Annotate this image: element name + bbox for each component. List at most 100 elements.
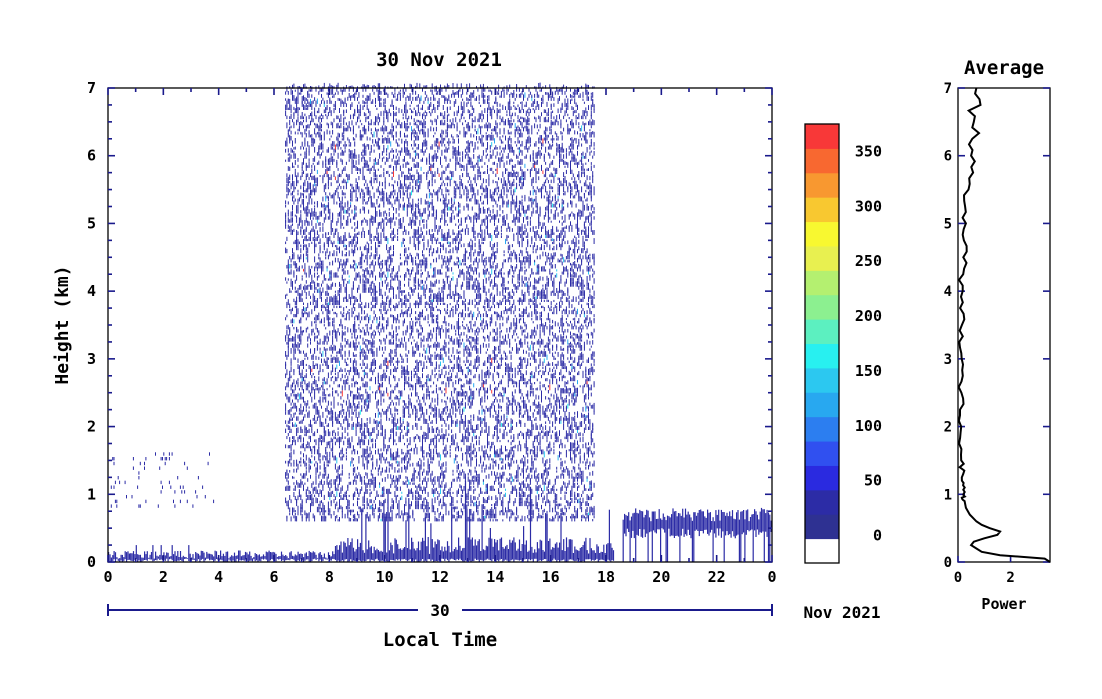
heatmap-cell <box>405 162 407 165</box>
heatmap-cell <box>304 428 306 433</box>
heatmap-cell <box>344 179 346 184</box>
heatmap-cell <box>428 332 430 339</box>
heatmap-cell <box>419 240 421 245</box>
heatmap-cell <box>285 335 287 339</box>
heatmap-cell <box>308 132 310 138</box>
heatmap-cell <box>415 443 417 449</box>
heatmap-cell <box>363 101 365 104</box>
heatmap-cell <box>326 476 328 482</box>
heatmap-cell <box>369 273 371 278</box>
heatmap-cell <box>422 314 423 318</box>
heatmap-cell <box>290 418 292 421</box>
heatmap-cell <box>391 219 393 223</box>
heatmap-cell <box>422 328 423 333</box>
heatmap-cell <box>399 353 401 357</box>
heatmap-cell <box>350 114 352 120</box>
heatmap-cell <box>354 248 356 254</box>
heatmap-cell <box>297 98 299 104</box>
heatmap-cell <box>340 119 342 123</box>
heatmap-cell <box>347 438 349 443</box>
heatmap-cell <box>322 304 324 309</box>
heatmap-cell <box>286 314 288 318</box>
heatmap-cell <box>312 513 314 519</box>
heatmap-cell <box>310 459 311 464</box>
heatmap-cell <box>323 173 325 178</box>
heatmap-cell <box>308 145 310 150</box>
heatmap-cell <box>357 488 358 494</box>
heatmap-cell <box>319 471 321 476</box>
heatmap-cell <box>354 215 356 220</box>
heatmap-cell <box>395 111 397 117</box>
heatmap-cell <box>395 302 397 309</box>
heatmap-cell <box>366 472 368 479</box>
heatmap-cell <box>319 387 321 391</box>
heatmap-cell <box>318 483 320 488</box>
heatmap-cell <box>426 499 428 504</box>
heatmap-cell <box>368 516 370 522</box>
heatmap-cell <box>393 433 394 440</box>
heatmap-cell <box>372 338 374 345</box>
heatmap-cell <box>398 226 400 229</box>
heatmap-cell <box>415 371 417 376</box>
heatmap-cell <box>375 173 376 177</box>
heatmap-cell <box>393 195 394 199</box>
heatmap-cell <box>402 231 404 235</box>
heatmap-cell <box>365 302 367 308</box>
heatmap-cell <box>332 318 334 321</box>
heatmap-cell <box>341 263 343 269</box>
heatmap-cell <box>293 106 295 110</box>
heatmap-cell <box>399 94 401 101</box>
heatmap-cell <box>339 492 340 497</box>
heatmap-cell <box>298 257 300 263</box>
heatmap-cell <box>393 431 394 436</box>
heatmap-cell <box>318 493 320 497</box>
heatmap-cell <box>424 149 426 153</box>
heatmap-cell <box>406 365 408 369</box>
heatmap-cell <box>289 437 291 443</box>
heatmap-cell <box>344 192 346 196</box>
heatmap-cell <box>370 341 372 348</box>
heatmap-cell <box>362 347 364 351</box>
heatmap-cell <box>404 260 405 266</box>
heatmap-cell <box>424 432 426 437</box>
heatmap-cell <box>301 275 303 278</box>
heatmap-cell <box>298 222 300 226</box>
heatmap-cell <box>332 442 334 449</box>
heatmap-cell <box>401 448 403 455</box>
heatmap-cell <box>319 88 321 92</box>
heatmap-cell <box>329 492 331 497</box>
heatmap-cell <box>304 353 306 357</box>
heatmap-cell <box>327 237 329 241</box>
heatmap-cell <box>428 404 430 409</box>
heatmap-cell <box>311 309 313 315</box>
heatmap-cell <box>376 458 378 464</box>
heatmap-cell <box>341 250 343 257</box>
heatmap-cell <box>386 457 388 461</box>
heatmap-cell <box>355 518 357 522</box>
heatmap-cell <box>300 298 302 302</box>
heatmap-cell <box>290 211 292 217</box>
heatmap-cell <box>413 134 415 138</box>
heatmap-cell <box>423 518 425 522</box>
heatmap-cell <box>357 382 358 385</box>
heatmap-cell <box>348 279 350 284</box>
heatmap-cell <box>434 434 436 440</box>
heatmap-cell <box>352 494 354 501</box>
heatmap-cell <box>391 237 393 242</box>
heatmap-cell <box>434 140 436 147</box>
heatmap-cell <box>314 446 316 452</box>
heatmap-cell <box>311 483 313 488</box>
heatmap-cell <box>369 340 371 345</box>
heatmap-cell <box>304 414 306 418</box>
heatmap-cell <box>422 144 423 150</box>
heatmap-cell <box>366 381 368 388</box>
heatmap-cell <box>386 365 388 369</box>
heatmap-cell <box>370 167 372 171</box>
heatmap-cell <box>372 454 374 458</box>
heatmap-cell <box>391 129 393 135</box>
heatmap-cell <box>339 248 340 254</box>
heatmap-cell <box>405 452 407 458</box>
heatmap-cell <box>351 307 353 312</box>
heatmap-cell <box>369 171 371 174</box>
heatmap-cell <box>315 461 317 464</box>
